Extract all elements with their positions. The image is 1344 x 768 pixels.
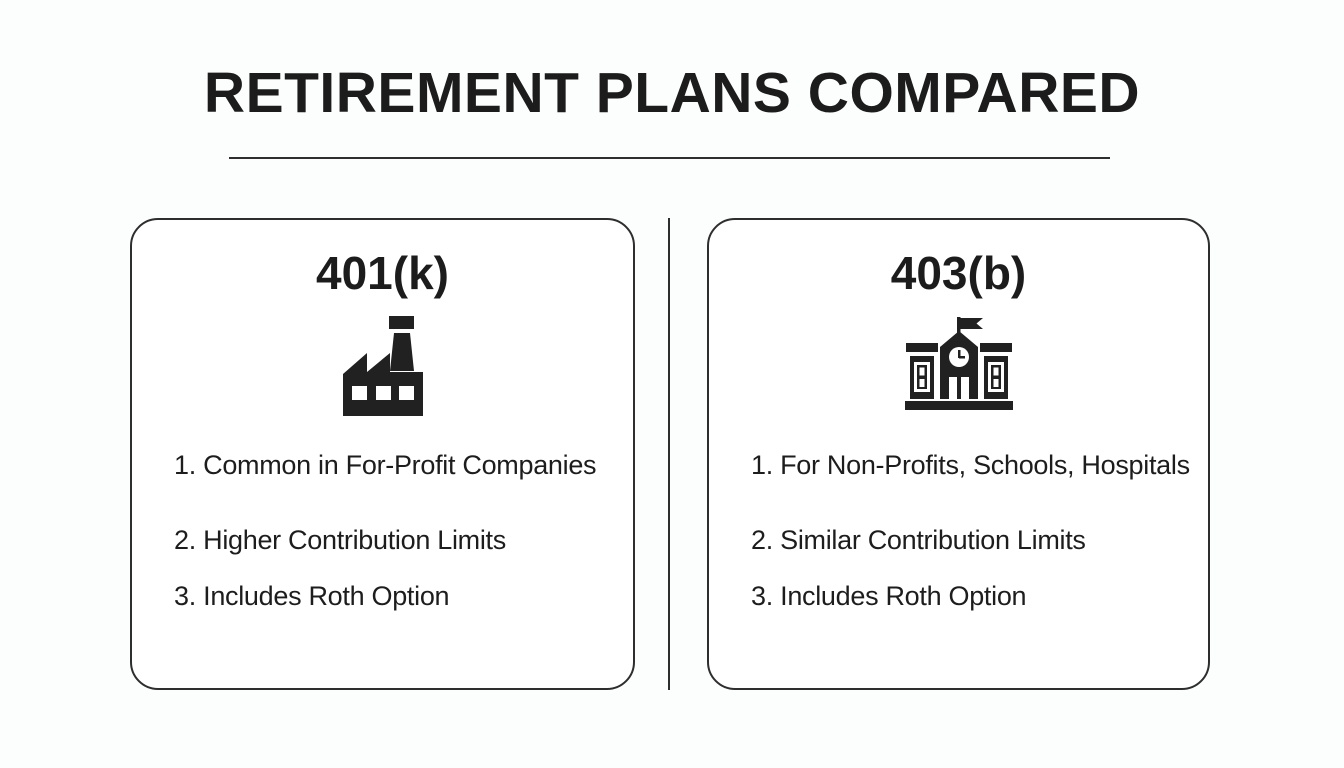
list-item: 1. For Non-Profits, Schools, Hospitals (751, 449, 1190, 480)
card-401k: 401(k) 1. Common in For-Profit Companies… (130, 218, 635, 690)
list-item: 2. Higher Contribution Limits (174, 525, 506, 556)
list-item: 3. Includes Roth Option (751, 581, 1027, 612)
list-item: 3. Includes Roth Option (174, 581, 450, 612)
list-item: 1. Common in For-Profit Companies (174, 449, 597, 480)
card-403b: 403(b) (707, 218, 1210, 690)
card-403b-list: 1. For Non-Profits, Schools, Hospitals 2… (709, 449, 1198, 614)
card-401k-list: 1. Common in For-Profit Companies 2. Hig… (132, 449, 604, 614)
card-403b-heading: 403(b) (890, 247, 1027, 299)
school-icon (903, 311, 1015, 417)
card-401k-heading: 401(k) (316, 247, 449, 299)
page-title: RETIREMENT PLANS COMPARED (203, 61, 1141, 125)
list-item: 2. Similar Contribution Limits (751, 525, 1086, 556)
title-divider (229, 157, 1110, 159)
card-divider (668, 218, 670, 690)
factory-icon (333, 311, 433, 417)
